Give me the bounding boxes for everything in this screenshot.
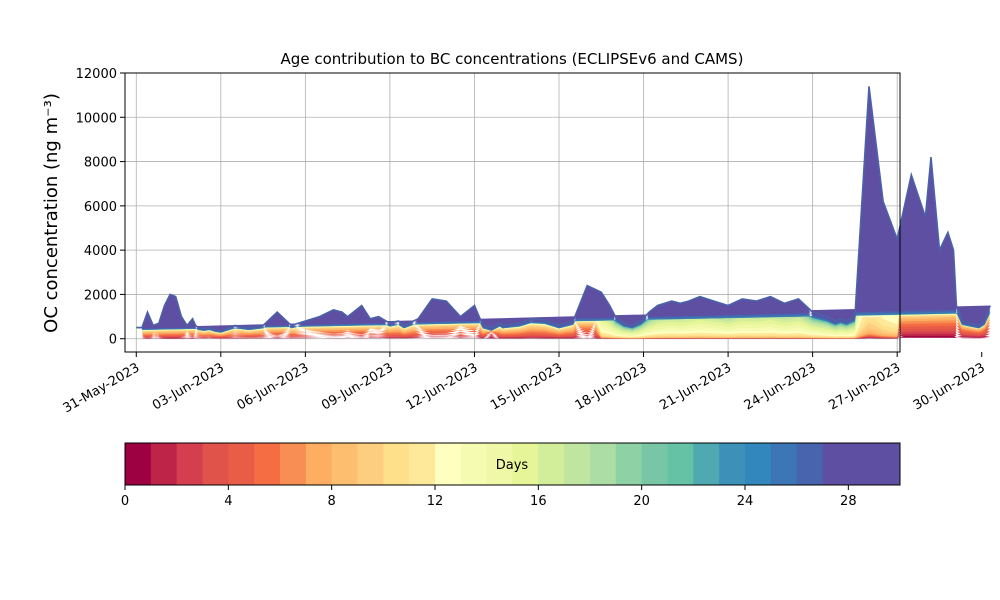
colorbar-tick-label: 12	[427, 494, 444, 509]
colorbar-swatch	[538, 443, 565, 485]
x-tick-label: 03-Jun-2023	[150, 360, 227, 413]
colorbar-swatch	[202, 443, 229, 485]
colorbar-swatch	[745, 443, 772, 485]
x-tick-label: 06-Jun-2023	[235, 360, 312, 413]
colorbar-swatch	[590, 443, 617, 485]
y-tick-label: 8000	[84, 156, 117, 171]
age-band-25	[136, 138, 991, 333]
colorbar-swatch	[822, 443, 849, 485]
colorbar-tick-label: 28	[840, 494, 857, 509]
colorbar-swatch	[460, 443, 488, 485]
x-tick-label: 27-Jun-2023	[826, 360, 903, 413]
colorbar-tick-label: 4	[224, 494, 232, 509]
x-tick-label: 21-Jun-2023	[657, 360, 734, 413]
colorbar-swatch	[719, 443, 746, 485]
colorbar-swatch	[357, 443, 384, 485]
age-band-29	[136, 86, 991, 331]
colorbar-swatch	[409, 443, 436, 485]
colorbar-tick-label: 16	[530, 494, 547, 509]
y-tick-label: 2000	[84, 288, 117, 303]
colorbar-swatch	[693, 443, 720, 485]
colorbar-tick-label: 24	[737, 494, 754, 509]
colorbar-swatch	[305, 443, 333, 485]
x-tick-label: 30-Jun-2023	[911, 360, 988, 413]
age-band-26	[136, 125, 991, 333]
total-line	[136, 86, 991, 332]
x-tick-label: 09-Jun-2023	[319, 360, 396, 413]
colorbar-swatch	[667, 443, 694, 485]
colorbar-swatch	[254, 443, 281, 485]
y-axis: 0 2000 4000 6000 8000 10000 12000	[76, 67, 125, 348]
x-tick-label: 15-Jun-2023	[488, 360, 565, 413]
x-axis: 31-May-2023 03-Jun-2023 06-Jun-2023 09-Jun-…	[61, 352, 988, 416]
age-stacked-areas	[136, 86, 991, 339]
colorbar-swatch	[512, 443, 539, 485]
colorbar-swatch	[331, 443, 358, 485]
chart-title: Age contribution to BC concentrations (E…	[281, 50, 744, 68]
colorbar-swatch	[796, 443, 823, 485]
colorbar-swatch	[435, 443, 462, 485]
y-axis-label: OC concentration (ng m⁻³)	[41, 93, 62, 333]
x-tick-label: 31-May-2023	[61, 360, 143, 416]
colorbar-swatch	[125, 443, 152, 485]
colorbar-swatch	[770, 443, 798, 485]
colorbar-swatch	[615, 443, 643, 485]
colorbar-tick-label: 8	[328, 494, 336, 509]
colorbar-swatch	[280, 443, 307, 485]
y-tick-label: 6000	[84, 200, 117, 215]
y-tick-label: 10000	[76, 111, 117, 126]
colorbar-frame	[124, 442, 901, 486]
colorbar-swatch	[848, 443, 875, 485]
colorbar-swatch	[176, 443, 203, 485]
y-tick-label: 12000	[76, 67, 117, 82]
colorbar-swatch	[150, 443, 178, 485]
age-band-28	[136, 99, 991, 332]
x-tick-label: 18-Jun-2023	[573, 360, 650, 413]
colorbar-label: Days	[496, 458, 529, 473]
colorbar-swatch	[641, 443, 668, 485]
age-band-27	[136, 112, 991, 332]
x-tick-label: 12-Jun-2023	[404, 360, 481, 413]
colorbar-swatch	[874, 443, 901, 485]
colorbar-tick-label: 20	[633, 494, 650, 509]
colorbar-swatch	[383, 443, 410, 485]
plot-frame	[124, 72, 901, 353]
y-tick-label: 4000	[84, 244, 117, 259]
grid-lines	[125, 72, 900, 352]
colorbar-tick-label: 0	[121, 494, 129, 509]
colorbar-swatch	[564, 443, 591, 485]
colorbar-swatch	[228, 443, 255, 485]
colorbar: 0 4 8 12 16 20 24 28	[121, 442, 901, 509]
colorbar-swatch	[486, 443, 513, 485]
y-tick-label: 0	[109, 333, 117, 348]
x-tick-label: 24-Jun-2023	[742, 360, 819, 413]
